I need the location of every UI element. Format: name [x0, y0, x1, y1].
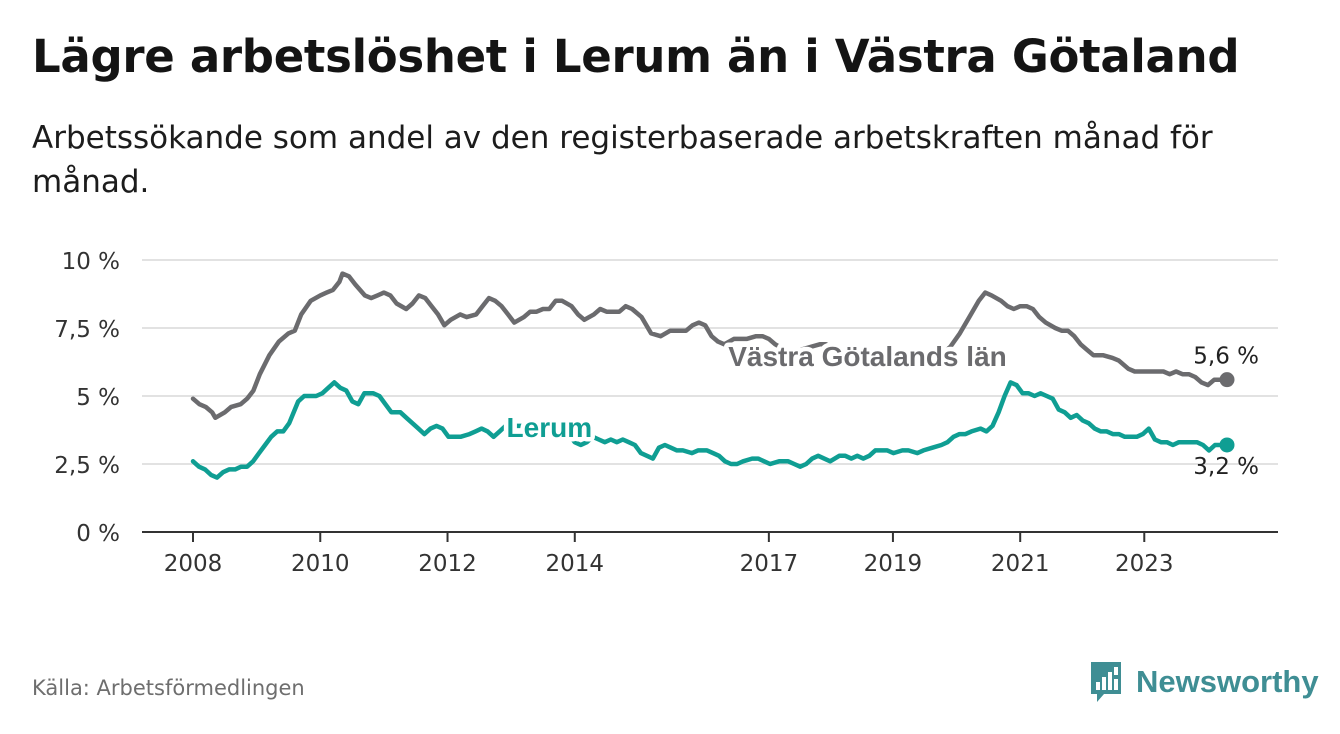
chart-subtitle: Arbetssökande som andel av den registerb…	[32, 120, 1213, 200]
series-line-v-stra-g-talands-l-n	[190, 271, 1230, 421]
series-line-lerum	[190, 380, 1230, 480]
series-label: Västra Götalands län	[728, 341, 1007, 372]
x-tick-label: 2014	[546, 551, 605, 577]
y-tick-label: 7,5 %	[54, 317, 120, 343]
y-axis-ticks: 0 % 2,5 % 5 % 7,5 % 10 %	[54, 249, 120, 547]
end-value-label: 5,6 %	[1193, 344, 1259, 370]
x-tick-label: 2021	[991, 551, 1050, 577]
x-tick-label: 2012	[418, 551, 477, 577]
x-tick-label: 2010	[291, 551, 350, 577]
series-label: Lerum	[507, 412, 593, 443]
x-tick-label: 2017	[740, 551, 799, 577]
end-value-label: 3,2 %	[1193, 454, 1259, 480]
gridlines	[142, 259, 1278, 465]
brand-logo: Newsworthy	[1088, 660, 1319, 704]
series-lines	[190, 271, 1235, 480]
y-tick-label: 5 %	[76, 385, 120, 411]
y-tick-label: 0 %	[76, 521, 120, 547]
y-tick-label: 10 %	[62, 249, 120, 275]
series-labels: 5,6 % 3,2 % Västra Götalands län Lerum	[502, 337, 1259, 480]
x-tick-label: 2023	[1115, 551, 1174, 577]
source-note: Källa: Arbetsförmedlingen	[32, 676, 305, 700]
x-tick-label: 2019	[864, 551, 923, 577]
end-point-v-stra-g-talands-l-n	[1219, 372, 1235, 388]
line-chart: 0 % 2,5 % 5 % 7,5 % 10 % 2008 2010 2012 2014 201…	[54, 249, 1278, 577]
x-tick-label: 2008	[164, 551, 223, 577]
brand-name: Newsworthy	[1136, 664, 1319, 699]
end-point-lerum	[1219, 437, 1235, 453]
chart-title: Lägre arbetslöshet i Lerum än i Västra G…	[32, 30, 1240, 83]
bar-chart-logo-icon	[1091, 662, 1121, 702]
y-tick-label: 2,5 %	[54, 453, 120, 479]
x-axis: 2008 2010 2012 2014 2017 2019 2021 2023	[142, 531, 1278, 577]
